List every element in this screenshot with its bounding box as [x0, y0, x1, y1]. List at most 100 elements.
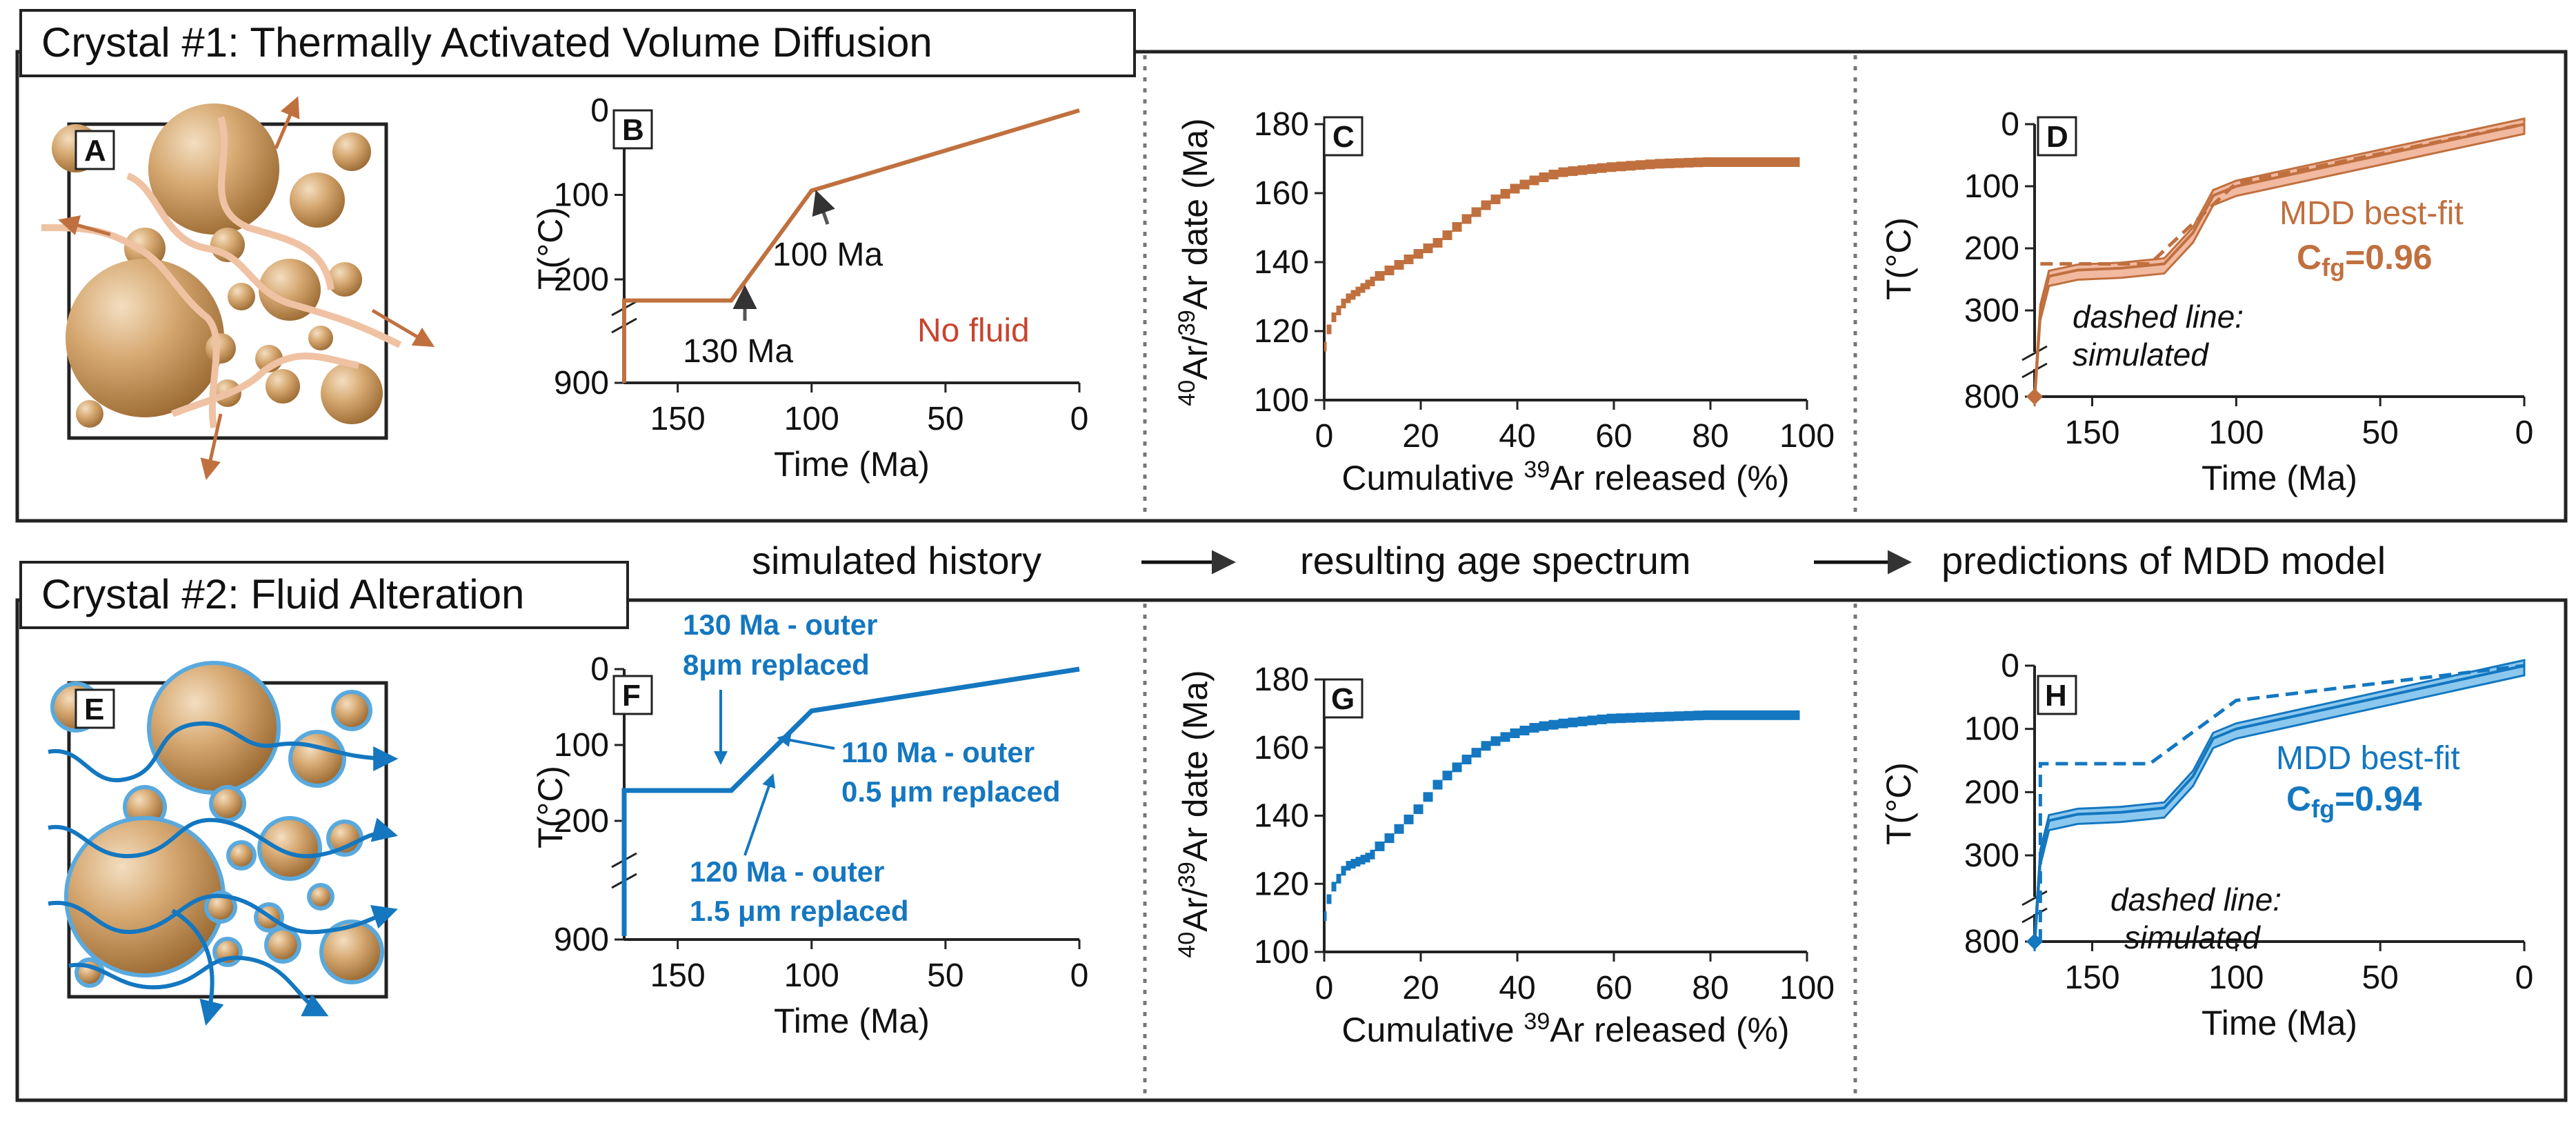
panel-B-label: B	[622, 113, 644, 147]
simulated-dashed-line	[2038, 664, 2525, 942]
spectrum-step	[1790, 710, 1800, 720]
spectrum-step	[1452, 222, 1462, 232]
row1-frame	[15, 50, 2568, 523]
d-dashed-1: dashed line:	[2073, 299, 2244, 335]
spectrum-step	[1375, 271, 1385, 281]
spectrum-step	[1336, 873, 1341, 884]
y-tick-label: 300	[1964, 292, 2019, 329]
spectrum-step	[1635, 160, 1646, 170]
chart-B: 150 100 50 0 Time (Ma) 0 100 200 900 T(°C)	[531, 92, 1088, 484]
spectrum-step	[1645, 712, 1655, 722]
spectrum-step	[1324, 341, 1327, 352]
x-tick-label: 150	[650, 957, 706, 994]
y-tick-label: 100	[1254, 934, 1309, 971]
spectrum-step	[1490, 736, 1501, 746]
spectrum-step	[1481, 200, 1491, 210]
y-tick-label: 200	[554, 261, 609, 298]
spectrum-step	[1548, 170, 1559, 179]
spectrum-step	[1655, 712, 1665, 722]
label-130ma: 130 Ma	[683, 333, 793, 370]
d-best-fit: MDD best-fit	[2279, 195, 2464, 232]
panel-A-label: A	[84, 134, 106, 168]
y-tick-label: 200	[1964, 230, 2019, 267]
spectrum-step	[1432, 779, 1443, 790]
y-tick-label: 180	[1254, 106, 1309, 143]
x-tick-label: 100	[2208, 960, 2264, 996]
x-axis-title: Time (Ma)	[2201, 459, 2357, 497]
spectrum-step	[1713, 157, 1723, 167]
grain	[308, 326, 333, 350]
history-line	[621, 666, 1080, 936]
spectrum-step	[1626, 161, 1636, 171]
x-axis-title: Time (Ma)	[774, 1002, 930, 1040]
mdd-best-fit-line	[2033, 123, 2525, 397]
grain	[323, 924, 380, 980]
spectrum-step	[1770, 710, 1781, 720]
x-tick-label: 60	[1595, 970, 1632, 1006]
grain	[68, 820, 221, 973]
spectrum-step	[1442, 230, 1452, 240]
y-axis-title: T(°C)	[1879, 762, 1918, 845]
spectrum-step	[1684, 710, 1694, 721]
x-tick-label: 80	[1692, 970, 1728, 1006]
spectrum-step	[1404, 814, 1414, 824]
spectrum-step	[1519, 726, 1530, 736]
grain	[266, 369, 300, 404]
axis-break	[2021, 890, 2048, 906]
spectrum-step	[1693, 157, 1704, 168]
spectrum-step	[1481, 741, 1491, 751]
axis-break	[2021, 907, 2048, 924]
x-tick-label: 150	[2064, 415, 2119, 451]
spectrum-step	[1713, 710, 1723, 720]
h-dashed-2: simulated	[2124, 920, 2261, 955]
spectrum-step	[1674, 158, 1684, 168]
spectrum-step	[1780, 157, 1790, 167]
spectrum-step	[1384, 266, 1395, 275]
f-a130-2: 8μm replaced	[683, 648, 870, 681]
spectrum-step	[1336, 306, 1341, 315]
spectrum-step	[1490, 195, 1501, 204]
x-tick-label: 100	[1779, 418, 1835, 455]
spectrum-step	[1539, 172, 1549, 182]
y-tick-label: 100	[1964, 168, 2019, 205]
row1-title: Crystal #1: Thermally Activated Volume D…	[41, 19, 932, 66]
flow-resulting: resulting age spectrum	[1300, 539, 1691, 582]
spectrum-step	[1423, 244, 1433, 253]
x-tick-label: 60	[1595, 418, 1632, 455]
y-tick-label: 0	[2001, 648, 2019, 684]
spectrum-step	[1404, 255, 1414, 264]
spectrum-step	[1423, 792, 1433, 802]
grain	[151, 665, 277, 791]
grain	[230, 844, 252, 866]
spectrum-step	[1664, 711, 1675, 722]
x-tick-label: 50	[2362, 960, 2398, 996]
grain	[332, 132, 371, 171]
grain	[311, 887, 330, 906]
y-tick-label: 800	[1964, 924, 2019, 960]
x-axis-title: Cumulative 39Ar released (%)	[1341, 457, 1789, 497]
y-axis-title: T(°C)	[531, 207, 570, 290]
spectrum-step	[1529, 723, 1539, 733]
x-tick-label: 40	[1499, 418, 1535, 455]
spectrum-step	[1703, 157, 1713, 167]
y-axis-title: T(°C)	[531, 766, 570, 848]
history-line	[622, 108, 1080, 383]
y-tick-label: 140	[1254, 244, 1309, 281]
x-tick-label: 0	[1070, 957, 1089, 994]
spectrum-step	[1761, 710, 1771, 720]
spectrum-step	[1375, 841, 1385, 851]
spectrum-step	[1500, 732, 1510, 742]
grain	[213, 789, 242, 818]
spectrum-step	[1664, 158, 1675, 168]
spectrum-step	[1655, 159, 1665, 169]
spectrum-step	[1722, 710, 1733, 720]
grain	[328, 262, 362, 297]
x-tick-label: 100	[784, 957, 839, 994]
spectrum-step	[1519, 179, 1530, 190]
spectrum-step	[1558, 718, 1568, 728]
x-tick-label: 20	[1402, 970, 1439, 1006]
panel-F-label: F	[622, 679, 641, 713]
start-marker	[2026, 933, 2043, 950]
chart-H: 150 100 50 0 Time (Ma) 0 100 200 300 800 T(°C)	[1879, 648, 2533, 1042]
